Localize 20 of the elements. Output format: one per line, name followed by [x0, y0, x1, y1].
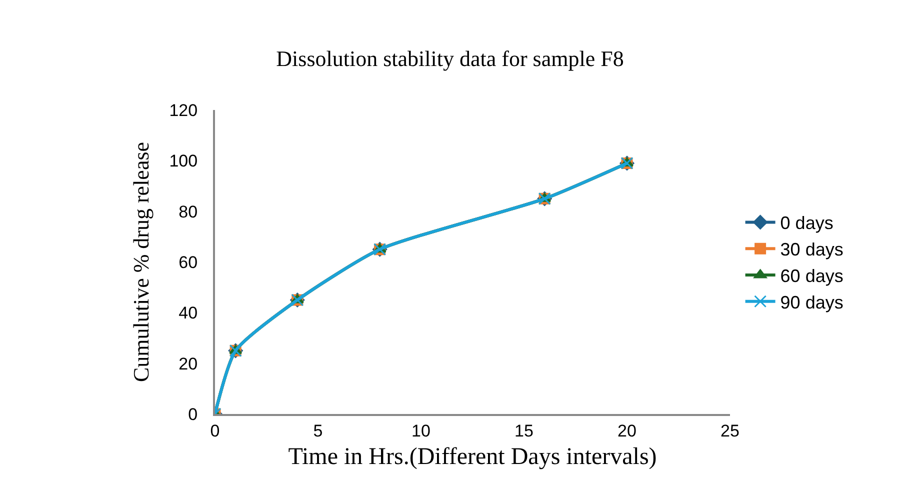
y-tick-label: 120: [169, 100, 198, 120]
y-tick-label: 20: [178, 354, 198, 374]
x-tick-label: 10: [412, 421, 430, 440]
legend-label: 30 days: [780, 240, 844, 260]
y-tick-label: 100: [169, 152, 198, 171]
x-tick-label: 0: [210, 421, 220, 440]
legend-label: 0 days: [780, 213, 834, 234]
y-tick-label: 60: [178, 252, 198, 272]
x-axis-title: Time in Hrs.(Different Days intervals): [288, 444, 657, 470]
legend-label: 60 days: [780, 266, 844, 286]
x-tick-label: 5: [313, 421, 323, 440]
x-tick-label: 20: [618, 421, 636, 440]
y-tick-label: 80: [178, 202, 198, 222]
x-tick-label: 25: [720, 421, 740, 440]
x-tick-label: 15: [514, 421, 534, 440]
chart-title: Dissolution stability data for sample F8: [276, 46, 624, 71]
legend-label: 90 days: [780, 292, 844, 312]
y-axis-title: Cumulutive % drug release: [128, 142, 154, 382]
y-tick-label: 0: [188, 404, 198, 424]
y-tick-label: 40: [178, 304, 198, 323]
